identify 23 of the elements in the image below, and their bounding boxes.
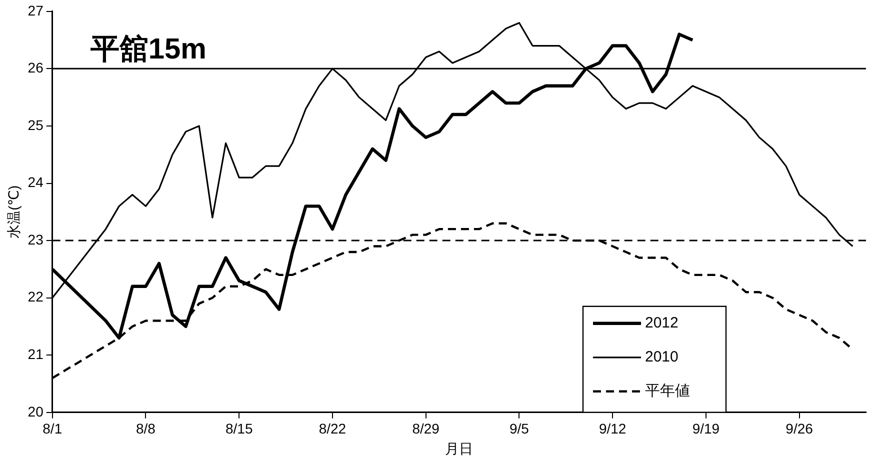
x-tick-label: 8/8	[136, 420, 156, 437]
x-tick-label: 9/19	[692, 420, 720, 437]
legend-label: 2010	[645, 348, 678, 366]
y-tick-label: 25	[28, 116, 44, 133]
x-tick-label: 8/15	[225, 420, 253, 437]
y-tick-label: 20	[28, 403, 44, 420]
x-tick-label: 9/26	[786, 420, 814, 437]
y-tick-label: 24	[28, 174, 44, 190]
y-tick-label: 27	[28, 2, 44, 18]
legend-label: 平年値	[645, 382, 690, 400]
x-tick-label: 8/1	[42, 420, 62, 437]
y-tick-label: 22	[28, 288, 44, 305]
x-tick-label: 8/22	[318, 420, 346, 437]
x-tick-label: 9/12	[598, 420, 626, 437]
y-tick-label: 21	[28, 346, 44, 362]
y-tick-label: 26	[28, 60, 44, 76]
text: 平舘15m	[89, 33, 206, 66]
y-axis-title: 水温(℃)	[5, 185, 22, 238]
legend-label: 2012	[645, 314, 678, 332]
y-tick-label: 23	[28, 231, 44, 248]
x-tick-label: 8/29	[412, 420, 440, 437]
x-tick-label: 9/5	[509, 420, 530, 437]
x-axis-title: 月日	[445, 440, 474, 456]
